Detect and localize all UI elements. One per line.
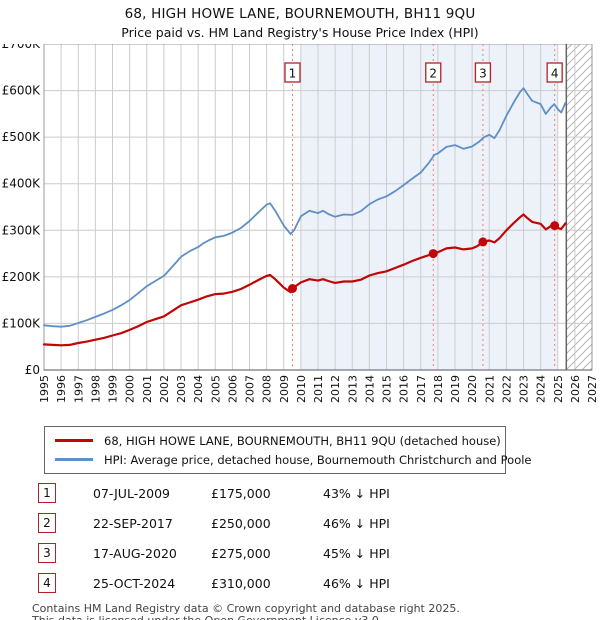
sale-number-badge: 3 <box>38 543 56 563</box>
y-tick-label: £500K <box>2 130 42 144</box>
page-subtitle: Price paid vs. HM Land Registry's House … <box>121 25 479 40</box>
sale-hpi-delta: 43% ↓ HPI <box>323 485 390 501</box>
sale-marker-badge <box>474 62 492 83</box>
x-tick-label: 2024 <box>535 375 548 403</box>
footer-line-1: Contains HM Land Registry data © Crown c… <box>32 602 460 615</box>
x-tick-label: 2002 <box>158 375 171 403</box>
table-row: 3 17-AUG-2020 £275,000 45% ↓ HPI <box>38 543 600 563</box>
x-tick-label: 2021 <box>483 375 496 403</box>
x-tick-label: 2009 <box>278 375 291 403</box>
x-tick-label: 2018 <box>432 375 445 403</box>
sale-marker-number: 4 <box>551 67 559 81</box>
table-row: 1 07-JUL-2009 £175,000 43% ↓ HPI <box>38 483 600 503</box>
x-tick-label: 2020 <box>466 375 479 403</box>
legend-label: HPI: Average price, detached house, Bour… <box>104 452 532 467</box>
x-tick-label: 2005 <box>209 375 222 403</box>
y-tick-label: £600K <box>2 84 42 98</box>
footer-line-2: This data is licensed under the Open Gov… <box>32 613 383 620</box>
x-tick-label: 1996 <box>55 375 68 403</box>
x-tick-label: 2010 <box>295 375 308 403</box>
x-tick-label: 1997 <box>72 375 85 403</box>
x-tick-label: 2011 <box>312 375 325 403</box>
sale-price: £310,000 <box>211 575 271 591</box>
hpi-shaded-band <box>300 44 558 370</box>
price-chart: 1 2 3 4 £0 £100K £200K £300K £400K £500K £600K £700… <box>2 44 599 403</box>
future-hatched-band <box>566 44 592 370</box>
x-tick-label: 2003 <box>175 375 188 403</box>
table-row: 4 25-OCT-2024 £310,000 46% ↓ HPI <box>38 573 600 593</box>
sale-number-badge: 1 <box>38 483 56 503</box>
sale-hpi-delta: 46% ↓ HPI <box>323 515 390 531</box>
x-tick-label: 2027 <box>586 375 599 403</box>
sale-marker-number: 3 <box>479 67 487 81</box>
sale-marker-badge <box>284 62 301 83</box>
sale-date: 22-SEP-2017 <box>93 515 173 531</box>
x-tick-label: 2016 <box>398 375 411 403</box>
x-tick-label: 2012 <box>329 375 342 403</box>
series-line <box>42 213 567 347</box>
sale-price: £175,000 <box>211 485 271 501</box>
sale-point-dot <box>428 249 438 259</box>
x-tick-label: 2008 <box>261 375 274 403</box>
x-tick-label: 2013 <box>346 375 359 403</box>
y-tick-label: £0 <box>25 363 40 377</box>
x-tick-label: 1995 <box>38 375 51 403</box>
price-line-swatch <box>55 439 93 442</box>
sale-marker-number: 2 <box>429 67 437 81</box>
y-tick-label: £100K <box>2 316 42 330</box>
legend-label: 68, HIGH HOWE LANE, BOURNEMOUTH, BH11 9Q… <box>104 433 501 448</box>
x-tick-label: 2022 <box>500 375 513 403</box>
sale-marker-badge <box>546 62 563 83</box>
y-tick-label: £400K <box>2 177 42 191</box>
x-tick-label: 2006 <box>226 375 239 403</box>
y-tick-label: £200K <box>2 270 42 284</box>
x-tick-label: 2026 <box>569 375 582 403</box>
sale-hpi-delta: 45% ↓ HPI <box>323 545 390 561</box>
x-tick-label: 2017 <box>415 375 428 403</box>
chart-header: 68, HIGH HOWE LANE, BOURNEMOUTH, BH11 9Q… <box>0 0 600 44</box>
x-tick-label: 2004 <box>192 375 205 403</box>
sale-point-dot <box>287 284 297 293</box>
sale-marker-number: 1 <box>289 67 297 81</box>
legend-item-price-paid: 68, HIGH HOWE LANE, BOURNEMOUTH, BH11 9Q… <box>55 431 505 450</box>
x-tick-label: 2023 <box>518 375 531 403</box>
sale-number-badge: 2 <box>38 513 56 533</box>
x-tick-label: 1998 <box>89 375 102 403</box>
license-footer: Contains HM Land Registry data © Crown c… <box>32 603 600 620</box>
page-title: 68, HIGH HOWE LANE, BOURNEMOUTH, BH11 9Q… <box>124 6 476 22</box>
x-tick-label: 2015 <box>381 375 394 403</box>
x-tick-label: 2000 <box>124 375 137 403</box>
sale-number-badge: 4 <box>38 573 56 593</box>
sale-point-dot <box>478 237 488 247</box>
sale-date: 07-JUL-2009 <box>93 485 171 501</box>
series-line <box>43 87 567 328</box>
x-tick-label: 1999 <box>107 375 120 403</box>
hpi-line-swatch <box>55 458 93 461</box>
chart-legend: 68, HIGH HOWE LANE, BOURNEMOUTH, BH11 9Q… <box>44 426 532 474</box>
legend-item-hpi: HPI: Average price, detached house, Bour… <box>55 450 532 469</box>
sale-point-dot <box>550 221 560 231</box>
y-tick-label: £300K <box>2 223 42 237</box>
x-tick-label: 2019 <box>449 375 462 403</box>
table-row: 2 22-SEP-2017 £250,000 46% ↓ HPI <box>38 513 600 533</box>
x-tick-label: 2001 <box>141 375 154 403</box>
sale-date: 25-OCT-2024 <box>93 575 176 591</box>
y-tick-label: £700K <box>2 44 42 51</box>
x-tick-label: 2007 <box>244 375 257 403</box>
x-tick-label: 2014 <box>363 375 376 403</box>
sale-marker-badge <box>425 62 442 83</box>
sales-table: 1 07-JUL-2009 £175,000 43% ↓ HPI 2 22-SE… <box>38 483 600 593</box>
sale-price: £275,000 <box>211 545 271 561</box>
x-tick-label: 2025 <box>552 375 565 403</box>
sale-price: £250,000 <box>211 515 271 531</box>
sale-hpi-delta: 46% ↓ HPI <box>323 575 390 591</box>
sale-date: 17-AUG-2020 <box>93 545 177 561</box>
